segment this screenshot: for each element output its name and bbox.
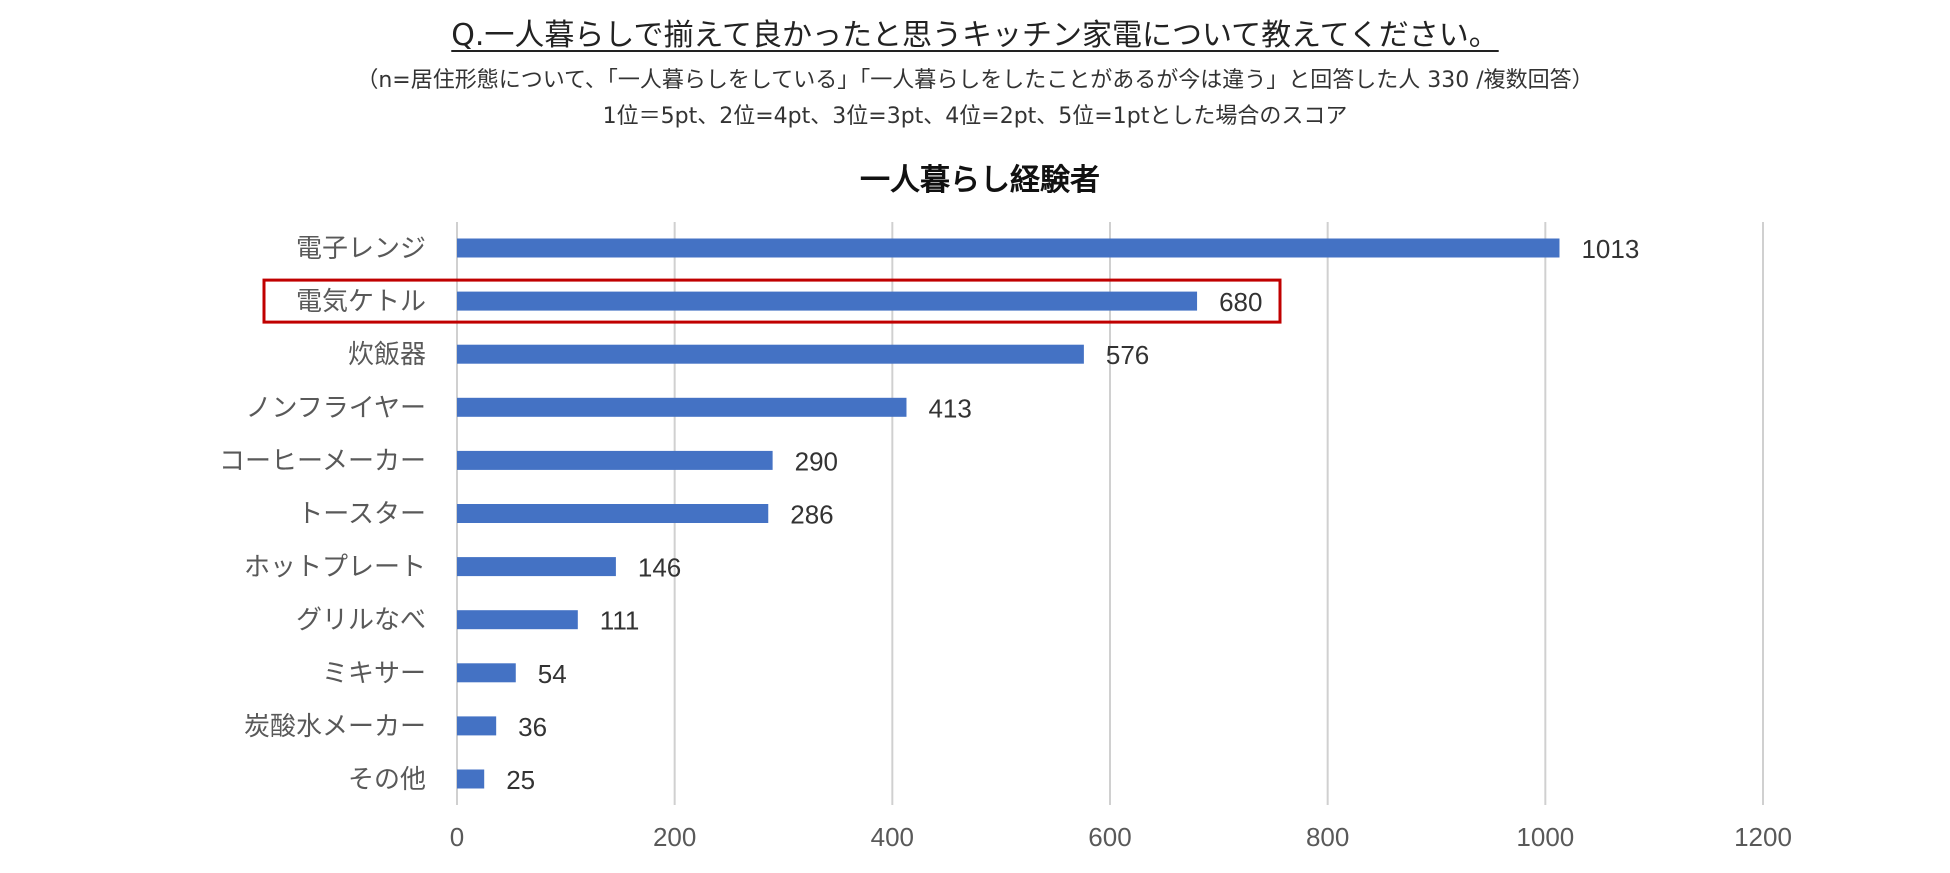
category-label: 炭酸水メーカー [244, 711, 426, 741]
bar [457, 716, 497, 736]
category-label: ノンフライヤー [246, 392, 426, 422]
category-label: ミキサー [322, 658, 426, 688]
category-label: トースター [297, 499, 426, 529]
data-label: 290 [795, 446, 838, 476]
data-label: 36 [518, 712, 547, 742]
bar [457, 291, 1198, 311]
category-label: 電気ケトル [296, 286, 426, 316]
scoring-note: 1位＝5pt、2位=4pt、3位=3pt、4位=2pt、5位=1ptとした場合の… [602, 104, 1348, 129]
bar [457, 344, 1084, 364]
bar [457, 557, 616, 577]
data-label: 576 [1106, 340, 1149, 370]
highlight-box [262, 278, 1282, 324]
category-label: 電子レンジ [296, 233, 426, 263]
data-label: 1013 [1581, 234, 1639, 264]
category-label: ホットプレート [244, 552, 426, 582]
bar [457, 238, 1560, 258]
x-tick-label: 1200 [1734, 822, 1792, 852]
category-label: グリルなべ [296, 605, 426, 635]
data-label: 25 [506, 765, 535, 795]
data-label: 111 [600, 606, 640, 636]
category-label: 炊飯器 [348, 339, 426, 369]
category-label: コーヒーメーカー [219, 445, 426, 475]
data-label: 54 [538, 659, 567, 689]
x-tick-label: 0 [450, 822, 464, 852]
category-label: その他 [348, 764, 426, 794]
bar [457, 504, 769, 523]
bar [457, 769, 485, 789]
data-label: 413 [928, 393, 971, 423]
sample-note: （n=居住形態について、「一人暮らしをしている」「一人暮らしをしたことがあるが今… [356, 68, 1594, 93]
x-tick-label: 400 [871, 822, 914, 852]
x-tick-label: 200 [653, 822, 696, 852]
data-label: 680 [1219, 287, 1262, 317]
question-title: Q.一人暮らしで揃えて良かったと思うキッチン家電について教えてください。 [451, 18, 1499, 53]
data-label: 286 [790, 500, 833, 530]
data-label: 146 [638, 553, 681, 583]
bar [457, 450, 773, 470]
chart-title: 一人暮らし経験者 [860, 163, 1100, 197]
x-tick-label: 1000 [1516, 822, 1574, 852]
bar [457, 610, 578, 630]
x-tick-label: 600 [1088, 822, 1131, 852]
x-tick-label: 800 [1306, 822, 1349, 852]
bar [457, 663, 516, 683]
bar [457, 397, 907, 417]
